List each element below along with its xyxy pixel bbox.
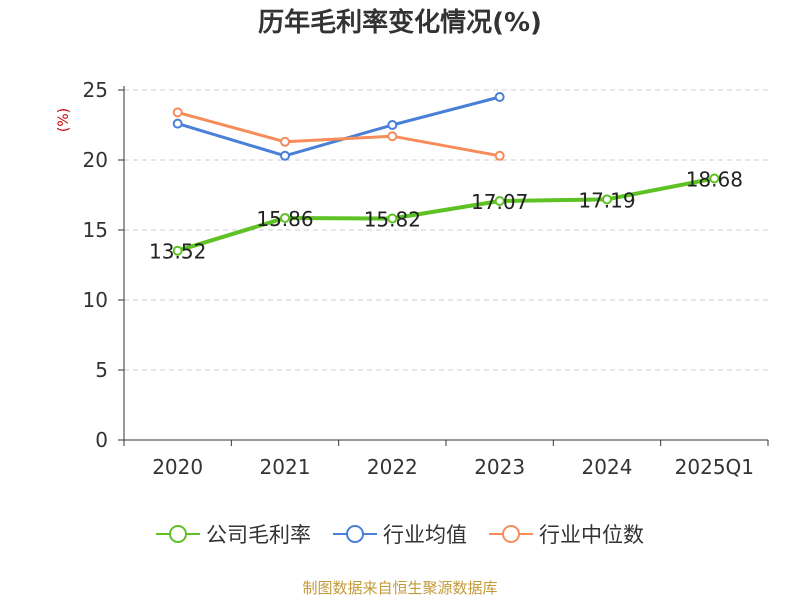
series-2-point-2022: [387, 131, 398, 142]
y-tick-label-5: 5: [95, 358, 108, 382]
series-1-point-2023: [494, 92, 505, 102]
data-label-2025Q1: 18.68: [686, 167, 743, 191]
data-label-2022: 15.82: [364, 208, 421, 232]
series-0-point-2025Q1: [709, 173, 720, 184]
legend-marker-industry-median: [489, 525, 533, 543]
series-1-point-2022: [387, 120, 398, 130]
data-label-2020: 13.52: [149, 240, 206, 264]
x-tick-label-2025Q1: 2025Q1: [675, 455, 754, 479]
y-tick-label-20: 20: [83, 148, 108, 172]
series-0-point-2020: [172, 245, 183, 256]
legend: 公司毛利率 行业均值 行业中位数: [0, 519, 800, 549]
legend-marker-industry-mean: [333, 525, 377, 543]
series-0-point-2022: [387, 213, 398, 224]
y-tick-label-10: 10: [83, 288, 108, 312]
series-2-point-2021: [280, 136, 290, 147]
series-2-point-2023: [494, 150, 505, 161]
legend-item-industry-median[interactable]: 行业中位数: [489, 519, 644, 549]
legend-label-industry-mean: 行业均值: [383, 523, 467, 547]
series-line-0: [177, 176, 715, 253]
x-tick-label-2024: 2024: [582, 455, 633, 479]
legend-item-company[interactable]: 公司毛利率: [156, 519, 311, 549]
source-note: 制图数据来自恒生聚源数据库: [302, 579, 498, 597]
series-1-point-2020: [172, 118, 183, 129]
legend-marker-company: [156, 525, 200, 543]
data-label-2021: 15.86: [256, 207, 313, 231]
legend-item-industry-mean[interactable]: 行业均值: [333, 519, 467, 549]
series-line-2: [177, 110, 500, 158]
y-tick-label-25: 25: [83, 78, 108, 102]
legend-label-industry-median: 行业中位数: [539, 523, 644, 547]
x-tick-label-2023: 2023: [474, 455, 525, 479]
y-tick-label-15: 15: [83, 218, 108, 242]
chart-title: 历年毛利率变化情况(%): [258, 8, 542, 38]
data-label-2023: 17.07: [471, 190, 528, 214]
series-0-point-2023: [494, 196, 505, 207]
legend-label-company: 公司毛利率: [206, 523, 311, 547]
series-0-point-2024: [602, 194, 612, 205]
x-tick-label-2021: 2021: [260, 455, 311, 479]
x-tick-label-2020: 2020: [152, 455, 203, 479]
series-2-point-2020: [172, 107, 183, 118]
series-1-point-2021: [280, 150, 290, 161]
x-tick-label-2022: 2022: [367, 455, 418, 479]
data-label-2024: 17.19: [578, 188, 635, 212]
series-0-point-2021: [280, 212, 290, 223]
y-tick-label-0: 0: [95, 428, 108, 452]
